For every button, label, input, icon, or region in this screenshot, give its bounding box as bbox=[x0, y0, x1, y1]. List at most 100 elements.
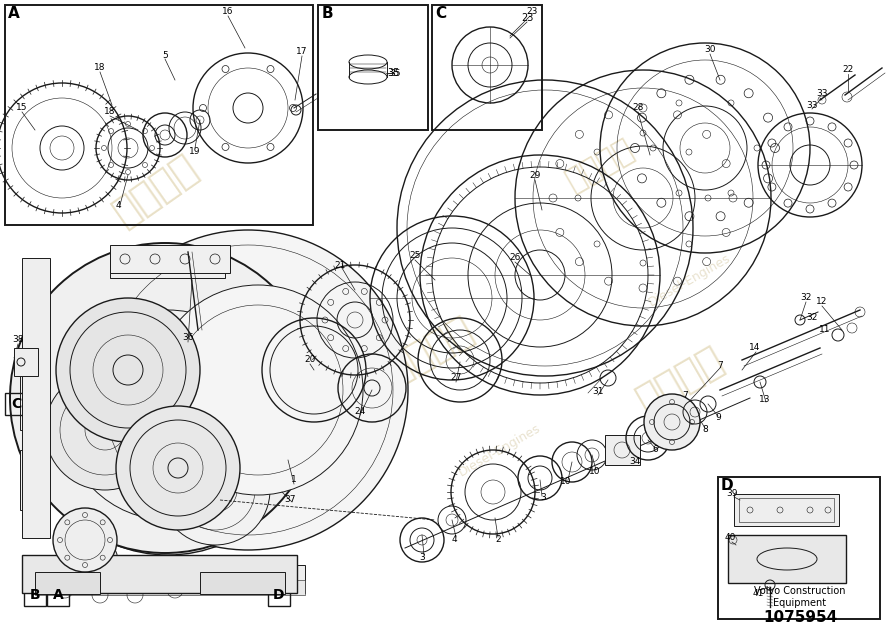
Text: 27: 27 bbox=[450, 374, 462, 382]
Text: 25: 25 bbox=[409, 250, 421, 260]
Bar bbox=[5, 5, 313, 225]
Text: 13: 13 bbox=[759, 396, 771, 404]
Text: 14: 14 bbox=[749, 343, 761, 352]
Bar bbox=[728, 535, 846, 583]
Text: 3: 3 bbox=[540, 494, 546, 503]
Bar bbox=[35, 572, 100, 594]
Text: B: B bbox=[29, 588, 40, 602]
Text: 39: 39 bbox=[726, 489, 738, 499]
Text: 17: 17 bbox=[296, 48, 308, 57]
Circle shape bbox=[62, 534, 118, 590]
Text: 3: 3 bbox=[419, 554, 425, 562]
Text: 20: 20 bbox=[304, 355, 316, 364]
Circle shape bbox=[53, 508, 117, 572]
Text: 6: 6 bbox=[652, 445, 658, 455]
Text: C: C bbox=[435, 6, 447, 21]
Text: 37: 37 bbox=[284, 496, 295, 504]
Text: B: B bbox=[321, 6, 333, 21]
Text: 22: 22 bbox=[842, 65, 854, 74]
Text: D: D bbox=[273, 588, 285, 602]
Bar bbox=[14, 348, 38, 376]
Text: Volvo Construction
Equipment: Volvo Construction Equipment bbox=[754, 586, 845, 608]
Text: 柴发动力: 柴发动力 bbox=[561, 134, 639, 196]
Text: 32: 32 bbox=[806, 313, 818, 323]
Text: 16: 16 bbox=[222, 8, 234, 16]
Text: 29: 29 bbox=[530, 170, 541, 179]
Bar bbox=[35, 565, 305, 593]
Text: 10: 10 bbox=[589, 467, 601, 477]
Bar bbox=[5, 393, 27, 415]
Text: 5: 5 bbox=[162, 50, 168, 60]
Bar bbox=[318, 5, 428, 130]
Bar bbox=[200, 572, 285, 594]
Text: 32: 32 bbox=[800, 294, 812, 303]
Text: 33: 33 bbox=[816, 89, 828, 99]
Circle shape bbox=[45, 370, 165, 490]
Text: 31: 31 bbox=[592, 387, 603, 396]
Bar bbox=[734, 494, 839, 526]
Text: 7: 7 bbox=[682, 391, 688, 399]
Text: 36: 36 bbox=[182, 333, 194, 343]
Text: 9: 9 bbox=[716, 413, 721, 423]
Bar bbox=[20, 450, 42, 510]
Text: 41: 41 bbox=[752, 589, 764, 598]
Text: 40: 40 bbox=[724, 533, 736, 542]
Circle shape bbox=[56, 298, 200, 442]
Bar bbox=[110, 245, 230, 273]
Text: 1: 1 bbox=[291, 476, 297, 484]
Text: 18: 18 bbox=[94, 64, 106, 72]
Text: Diesel-Engines: Diesel-Engines bbox=[95, 504, 184, 555]
Bar bbox=[605, 435, 640, 465]
Text: 4: 4 bbox=[451, 535, 457, 545]
Bar bbox=[24, 584, 46, 606]
Bar bbox=[110, 248, 225, 278]
Text: Diesel-Engines: Diesel-Engines bbox=[216, 261, 303, 319]
Bar bbox=[718, 477, 880, 619]
Text: 12: 12 bbox=[816, 298, 828, 306]
Bar bbox=[432, 5, 542, 130]
Text: 4: 4 bbox=[115, 201, 121, 209]
Text: 柴发动力: 柴发动力 bbox=[380, 310, 480, 390]
Text: 33: 33 bbox=[806, 101, 818, 109]
Circle shape bbox=[10, 243, 320, 553]
Circle shape bbox=[116, 406, 240, 530]
Text: Diesel-Engines: Diesel-Engines bbox=[647, 251, 733, 309]
Text: 24: 24 bbox=[354, 408, 366, 416]
Text: 7: 7 bbox=[717, 360, 723, 369]
Text: 30: 30 bbox=[704, 45, 716, 55]
Text: 35: 35 bbox=[389, 69, 400, 77]
Circle shape bbox=[28, 275, 308, 555]
Text: A: A bbox=[53, 588, 63, 602]
Text: 11: 11 bbox=[820, 325, 830, 335]
Bar bbox=[22, 258, 50, 538]
Circle shape bbox=[644, 394, 700, 450]
Circle shape bbox=[153, 285, 363, 495]
Text: 2: 2 bbox=[495, 535, 501, 545]
Text: 23: 23 bbox=[521, 13, 533, 23]
Text: 18: 18 bbox=[104, 108, 116, 116]
Text: Diesel-Engines: Diesel-Engines bbox=[457, 421, 543, 479]
Text: 38: 38 bbox=[12, 335, 24, 345]
Text: A: A bbox=[8, 6, 20, 21]
Text: 柴发动力: 柴发动力 bbox=[121, 428, 198, 492]
Text: 柴发动力: 柴发动力 bbox=[106, 148, 204, 232]
Text: 28: 28 bbox=[632, 104, 643, 113]
Text: C: C bbox=[11, 397, 21, 411]
Text: 15: 15 bbox=[16, 104, 28, 113]
Text: 柴发动力: 柴发动力 bbox=[630, 340, 730, 420]
Bar bbox=[20, 350, 42, 430]
Bar bbox=[739, 498, 834, 522]
Text: 35: 35 bbox=[387, 68, 400, 78]
Circle shape bbox=[160, 435, 270, 545]
Bar bbox=[22, 555, 297, 593]
Text: 26: 26 bbox=[509, 253, 521, 262]
Text: 23: 23 bbox=[526, 8, 538, 16]
Text: 34: 34 bbox=[629, 457, 641, 467]
Bar bbox=[47, 584, 69, 606]
Text: 8: 8 bbox=[702, 425, 708, 435]
Bar bbox=[35, 580, 305, 595]
Text: 1075954: 1075954 bbox=[763, 611, 837, 625]
Text: 10: 10 bbox=[560, 477, 571, 486]
Text: 21: 21 bbox=[335, 260, 345, 269]
Circle shape bbox=[88, 230, 408, 550]
